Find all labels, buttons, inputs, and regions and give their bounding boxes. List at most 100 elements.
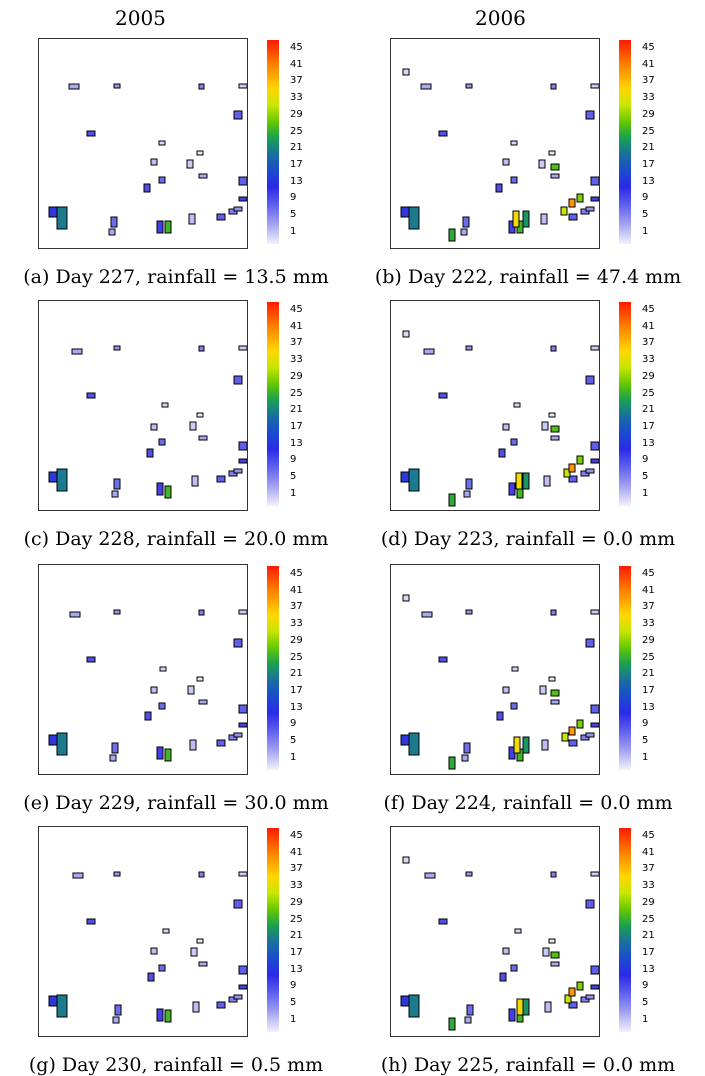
heatmap-cell (498, 448, 506, 458)
heatmap-plot (390, 300, 600, 511)
heatmap-cell (48, 734, 58, 746)
heatmap-cell (114, 1004, 122, 1016)
heatmap-cell (164, 748, 172, 762)
heatmap-cell (463, 490, 471, 498)
colorbar-tick-label: 1 (290, 751, 297, 763)
heatmap-cell (513, 402, 521, 408)
heatmap-cell (109, 754, 117, 762)
heatmap-cell (233, 110, 243, 120)
heatmap-cell (421, 611, 433, 618)
heatmap-cell (158, 140, 166, 146)
colorbar-tick-label: 1 (642, 487, 649, 499)
heatmap-cell (550, 951, 560, 959)
heatmap-cell (550, 699, 560, 705)
heatmap-cell (156, 220, 164, 234)
colorbar-tick-label: 17 (642, 420, 655, 432)
heatmap-cell (522, 736, 530, 754)
heatmap-cell (560, 206, 568, 216)
heatmap-cell (56, 468, 68, 492)
column-title-2006: 2006 (475, 6, 526, 30)
heatmap-cell (408, 468, 420, 492)
colorbar-tick-label: 33 (290, 354, 303, 366)
heatmap-cell (568, 475, 578, 483)
heatmap-cell (186, 159, 194, 169)
heatmap-cell (161, 402, 169, 408)
heatmap-cell (402, 594, 410, 602)
heatmap-cell (539, 685, 547, 695)
colorbar-tick-label: 13 (642, 701, 655, 713)
heatmap-cell (198, 961, 208, 967)
heatmap-cell (400, 734, 410, 746)
colorbar (267, 302, 279, 506)
colorbar-tick-label: 45 (642, 830, 655, 841)
colorbar-tick-label: 45 (290, 42, 303, 53)
heatmap-cell (113, 345, 121, 351)
heatmap-cell (516, 998, 524, 1016)
colorbar-tick-label: 9 (290, 718, 297, 730)
heatmap-cell (465, 83, 473, 89)
colorbar-tick-label: 37 (642, 337, 655, 349)
colorbar-tick-label: 25 (290, 125, 303, 137)
colorbar-tick-label: 13 (290, 175, 303, 187)
heatmap-svg (48, 83, 247, 236)
heatmap-cell (400, 995, 410, 1007)
heatmap-cell (463, 742, 471, 754)
colorbar (267, 566, 279, 770)
heatmap-cell (590, 458, 599, 464)
heatmap-cell (590, 722, 599, 728)
heatmap-cell (585, 468, 595, 474)
heatmap-cell (86, 130, 96, 137)
heatmap-cell (510, 964, 518, 972)
heatmap-cell (147, 972, 155, 982)
heatmap-cell (568, 1001, 578, 1009)
colorbar-tick-label: 1 (642, 751, 649, 763)
heatmap-cell (198, 83, 205, 90)
colorbar (267, 828, 279, 1032)
colorbar-tick-label: 41 (290, 58, 303, 70)
heatmap-cell (164, 485, 172, 499)
heatmap-cell (233, 994, 243, 1000)
heatmap-cell (150, 423, 158, 431)
heatmap-cell (56, 206, 68, 230)
colorbar-tick-label: 37 (290, 75, 303, 87)
heatmap-cell (238, 345, 247, 351)
heatmap-plot (38, 38, 248, 249)
colorbar-tick-label: 17 (290, 420, 303, 432)
colorbar (267, 40, 279, 244)
heatmap-cell (499, 972, 507, 982)
heatmap-cell (438, 392, 448, 399)
panel-c: 45 41 37 33 29 25 21 17 13 9 5 1 (c) Day 228, rainfa… (0, 262, 352, 550)
heatmap-cell (563, 468, 571, 478)
column-title-2005: 2005 (115, 6, 166, 30)
heatmap-cell (550, 689, 560, 697)
heatmap-cell (48, 471, 58, 483)
panel-a: 45 41 37 33 29 25 21 17 13 9 5 1 (a) Day 227, rainfa… (0, 0, 352, 288)
heatmap-cell (502, 686, 510, 694)
colorbar-tick-label: 1 (290, 487, 297, 499)
heatmap-cell (233, 375, 243, 385)
colorbar-tick-label: 21 (642, 930, 655, 942)
heatmap-cell (508, 1008, 516, 1022)
heatmap-cell (512, 210, 520, 228)
heatmap-cell (238, 609, 247, 615)
heatmap-cell (191, 475, 199, 487)
heatmap-cell (548, 412, 556, 418)
colorbar-tick-label: 29 (290, 634, 303, 646)
heatmap-plot (390, 564, 600, 775)
heatmap-cell (568, 987, 576, 997)
heatmap-cell (548, 150, 556, 156)
heatmap-cell (510, 702, 518, 710)
colorbar-tick-label: 45 (290, 304, 303, 315)
colorbar-tick-label: 9 (642, 454, 649, 466)
heatmap-svg (400, 856, 599, 1031)
heatmap-cell (576, 193, 584, 203)
heatmap-cell (238, 871, 247, 877)
heatmap-cell (550, 871, 557, 878)
heatmap-cell (448, 1017, 456, 1031)
colorbar (619, 828, 631, 1032)
panel-b: 45 41 37 33 29 25 21 17 13 9 5 1 (b) Day 222, rainfa… (352, 0, 704, 288)
colorbar-tick-label: 9 (642, 980, 649, 992)
heatmap-cell (187, 685, 195, 695)
colorbar-tick-label: 41 (642, 584, 655, 596)
colorbar-tick-label: 33 (642, 92, 655, 104)
